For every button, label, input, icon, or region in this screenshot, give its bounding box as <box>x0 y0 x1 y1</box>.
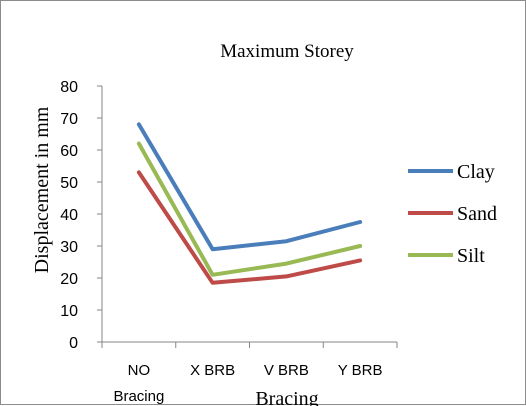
y-tick-label: 80 <box>60 79 78 96</box>
y-tick-label: 20 <box>60 271 78 288</box>
series-lines <box>136 122 363 285</box>
data-point <box>358 220 362 224</box>
data-point <box>211 247 215 251</box>
y-axis-label: Displacement in mm <box>31 106 53 273</box>
data-point <box>137 142 141 146</box>
y-tick-label: 40 <box>60 207 78 224</box>
x-tick-label: NO <box>128 362 151 379</box>
x-axis-label: Bracing <box>255 388 318 406</box>
legend-label: Clay <box>457 161 495 183</box>
y-axis-ticks: 0 10 20 30 40 50 60 70 80 <box>60 79 102 352</box>
data-point <box>284 262 288 266</box>
data-point <box>358 244 362 248</box>
data-point <box>284 239 288 243</box>
legend: Clay Sand Silt <box>408 161 497 267</box>
data-point <box>211 273 215 277</box>
y-tick-label: 60 <box>60 143 78 160</box>
data-point <box>137 122 141 126</box>
data-point <box>211 281 215 285</box>
axes <box>101 86 397 343</box>
y-tick-label: 0 <box>69 335 78 352</box>
x-tick-label: Y BRB <box>338 362 383 379</box>
data-point <box>284 274 288 278</box>
y-tick-label: 70 <box>60 111 78 128</box>
series-line-sand <box>136 170 363 285</box>
data-point <box>137 170 141 174</box>
chart-title: Maximum Storey <box>220 41 354 62</box>
x-tick-label: Bracing <box>113 388 164 405</box>
x-axis-ticks: NO Bracing X BRB V BRB Y BRB <box>101 342 398 405</box>
y-tick-label: 50 <box>60 175 78 192</box>
y-tick-label: 10 <box>60 303 78 320</box>
x-tick-label: V BRB <box>264 362 309 379</box>
y-tick-label: 30 <box>60 239 78 256</box>
legend-label: Sand <box>457 203 497 225</box>
series-line-clay <box>136 122 363 252</box>
series-line-silt <box>136 141 363 277</box>
x-tick-label: X BRB <box>190 362 235 379</box>
legend-label: Silt <box>457 245 485 267</box>
data-point <box>358 258 362 262</box>
